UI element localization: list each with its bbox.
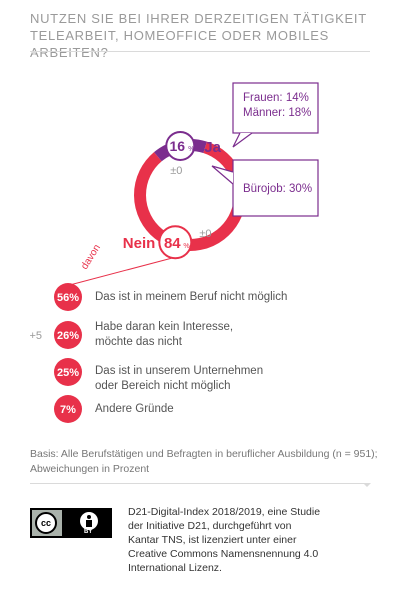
reason-2-line-2: möchte das nicht: [95, 336, 182, 348]
reason-value-3: 25%: [57, 367, 79, 379]
ja-category-label: Ja: [204, 139, 221, 156]
reason-label-4: Andere Gründe: [95, 402, 174, 417]
reason-2-line-1: Habe daran kein Interesse,: [95, 321, 234, 333]
top-divider-notch: [30, 51, 38, 55]
reason-bubble-1: [54, 283, 82, 311]
callout-frauen: Frauen: 14%: [243, 92, 309, 104]
slice-nein: [134, 141, 246, 251]
callout-buerojob: Bürojob: 30%: [243, 182, 313, 197]
reason-bubble-3: [54, 358, 82, 386]
title-line-1: NUTZEN SIE BEI IHRER DERZEITIGEN TÄTIGKE…: [30, 11, 367, 26]
reason-label-1: Das ist in meinem Beruf nicht möglich: [95, 290, 287, 305]
reason-4-line-1: Andere Gründe: [95, 403, 174, 415]
davon-label: davon: [79, 243, 103, 272]
basis-line-2: Abweichungen in Prozent: [30, 463, 150, 475]
callout-maenner: Männer: 18%: [243, 107, 312, 119]
callout-gender-box-pointer: [232, 132, 253, 148]
reason-1-line-1: Das ist in meinem Beruf nicht möglich: [95, 291, 288, 303]
callout-buerojob-box-pointer: [211, 165, 234, 185]
bottom-divider-notch: [363, 483, 371, 487]
reason-change-2: +5: [29, 330, 42, 342]
attribution-person-icon: [80, 512, 98, 530]
bottom-divider: [30, 483, 370, 484]
license-line-1: D21-Digital-Index 2018/2019, eine Studie: [128, 506, 321, 518]
callout-gender: Frauen: 14% Männer: 18%: [243, 91, 312, 121]
nein-change-label: ±0: [199, 228, 211, 240]
ja-value-label: 16: [169, 138, 185, 154]
basis-line-1: Basis: Alle Berufstätigen und Befragten …: [30, 448, 378, 460]
basis-note: Basis: Alle Berufstätigen und Befragten …: [30, 447, 380, 477]
nein-value-bubble: [158, 225, 193, 260]
reason-value-1: 56%: [57, 292, 79, 304]
license-line-2: der Initiative D21, durchgeführt von: [128, 520, 292, 532]
ja-value-bubble: [165, 130, 196, 161]
reason-bubble-4: [54, 395, 82, 423]
nein-category-label: Nein: [123, 235, 156, 252]
cc-logo-icon: cc: [35, 512, 57, 534]
license-line-4: Creative Commons Namensnennung 4.0: [128, 548, 319, 560]
reason-label-2: Habe daran kein Interesse, möchte das ni…: [95, 320, 233, 350]
reason-3-line-2: oder Bereich nicht möglich: [95, 380, 231, 392]
reason-bubble-2: [54, 321, 82, 349]
page-title: NUTZEN SIE BEI IHRER DERZEITIGEN TÄTIGKE…: [30, 10, 380, 61]
badge-by-text: BY: [84, 529, 93, 535]
license-line-5: International Lizenz.: [128, 562, 222, 574]
title-line-2: TELEARBEIT, HOMEOFFICE ODER MOBILES ARBE…: [30, 28, 329, 60]
nein-unit-label: %: [183, 243, 189, 250]
ja-change-label: ±0: [170, 165, 182, 177]
cc-by-license-badge: cc BY: [30, 508, 112, 538]
reason-3-line-1: Das ist in unserem Unternehmen: [95, 365, 264, 377]
davon-connector: [65, 257, 172, 287]
license-text: D21-Digital-Index 2018/2019, eine Studie…: [128, 505, 373, 575]
top-divider: [30, 51, 370, 52]
reason-value-2: 26%: [57, 330, 79, 342]
reason-value-4: 7%: [60, 404, 76, 416]
reason-label-3: Das ist in unserem Unternehmen oder Bere…: [95, 364, 263, 394]
license-line-3: Kantar TNS, ist lizenziert unter einer: [128, 534, 297, 546]
ja-unit-label: %: [188, 146, 194, 153]
nein-value-label: 84: [164, 235, 181, 252]
